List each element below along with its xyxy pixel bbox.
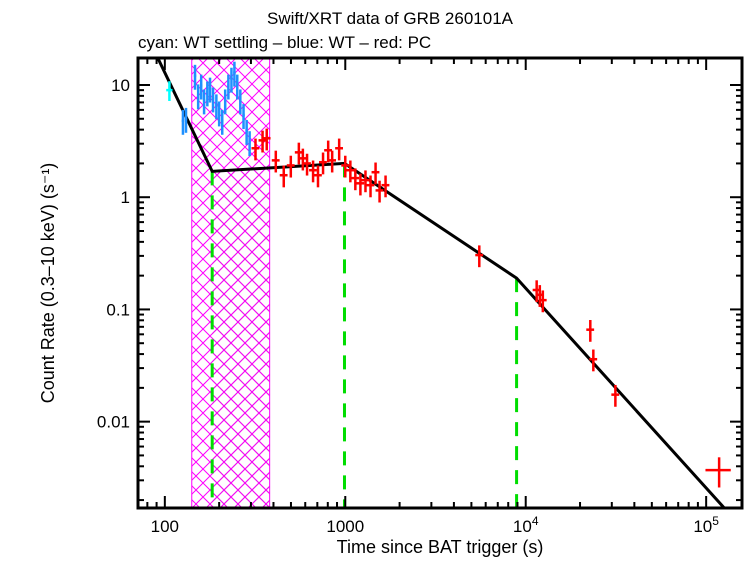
y-tick-label: 0.1 bbox=[106, 300, 130, 319]
data-point-wt bbox=[199, 74, 203, 100]
data-point-wt bbox=[245, 120, 248, 145]
data-point-pc bbox=[475, 245, 484, 268]
data-point-wt bbox=[208, 77, 212, 103]
data-point-wt bbox=[233, 61, 236, 87]
data-point-pc bbox=[319, 152, 327, 175]
data-point-wt bbox=[220, 109, 224, 135]
x-tick-label: 104 bbox=[513, 514, 539, 536]
data-point-wt bbox=[223, 89, 227, 115]
data-point-wt bbox=[217, 101, 221, 127]
data-point-pc bbox=[298, 148, 307, 171]
data-point-wt bbox=[211, 87, 215, 113]
data-point-pc bbox=[375, 180, 384, 203]
x-axis-label: Time since BAT trigger (s) bbox=[337, 537, 544, 557]
data-point-pc bbox=[258, 130, 267, 153]
data-point-wt bbox=[206, 81, 209, 107]
magenta-hatch-region bbox=[191, 58, 271, 508]
y-tick-label: 10 bbox=[111, 76, 130, 95]
data-point-pc bbox=[371, 162, 380, 185]
data-point-pc bbox=[251, 138, 260, 161]
data-point-pc bbox=[589, 349, 598, 372]
y-axis-label: Count Rate (0.3–10 keV) (s⁻¹) bbox=[38, 163, 58, 404]
data-point-pc bbox=[361, 170, 370, 193]
data-point-pc bbox=[346, 160, 355, 183]
data-point-pc bbox=[313, 165, 322, 188]
data-point-pc bbox=[538, 290, 547, 313]
data-point-wt bbox=[181, 109, 185, 135]
data-point-pc bbox=[294, 142, 303, 165]
data-point-wt bbox=[242, 104, 245, 130]
data-point-pc bbox=[328, 150, 336, 173]
data-point-wt bbox=[236, 74, 239, 100]
data-point-pc bbox=[351, 168, 360, 191]
data-point-pc bbox=[341, 155, 350, 178]
chart-title: Swift/XRT data of GRB 260101A bbox=[267, 9, 514, 28]
data-point-wt bbox=[202, 89, 206, 115]
data-point-pc bbox=[335, 138, 343, 161]
data-point-wt bbox=[196, 84, 200, 110]
data-point-wt bbox=[239, 89, 242, 115]
data-point-pc bbox=[366, 175, 375, 198]
y-tick-label: 1 bbox=[121, 188, 130, 207]
data-point-pc bbox=[611, 384, 620, 407]
data-point-pc bbox=[303, 153, 311, 176]
data-point-pc bbox=[286, 155, 295, 178]
data-point-pc bbox=[309, 160, 317, 183]
data-point-pc bbox=[356, 173, 365, 196]
data-point-pc bbox=[705, 457, 731, 488]
plot-frame bbox=[136, 56, 744, 510]
y-tick-label: 0.01 bbox=[97, 413, 130, 432]
data-point-pc bbox=[262, 128, 271, 151]
data-point-pc bbox=[586, 319, 595, 342]
data-point-wt bbox=[184, 107, 188, 133]
data-point-pc bbox=[324, 140, 333, 163]
data-point-wt bbox=[227, 74, 230, 100]
data-point-wt_settling bbox=[166, 81, 173, 102]
data-point-wt bbox=[193, 64, 197, 90]
x-tick-label: 100 bbox=[151, 517, 179, 536]
data-point-wt bbox=[230, 67, 233, 93]
x-tick-label: 105 bbox=[693, 514, 719, 536]
data-point-wt bbox=[248, 131, 251, 157]
data-point-wt bbox=[215, 94, 218, 120]
data-point-pc bbox=[279, 165, 288, 188]
x-tick-label: 1000 bbox=[326, 517, 364, 536]
data-point-pc bbox=[271, 150, 280, 173]
chart-subtitle: cyan: WT settling – blue: WT – red: PC bbox=[138, 33, 431, 52]
data-point-pc bbox=[381, 175, 390, 198]
